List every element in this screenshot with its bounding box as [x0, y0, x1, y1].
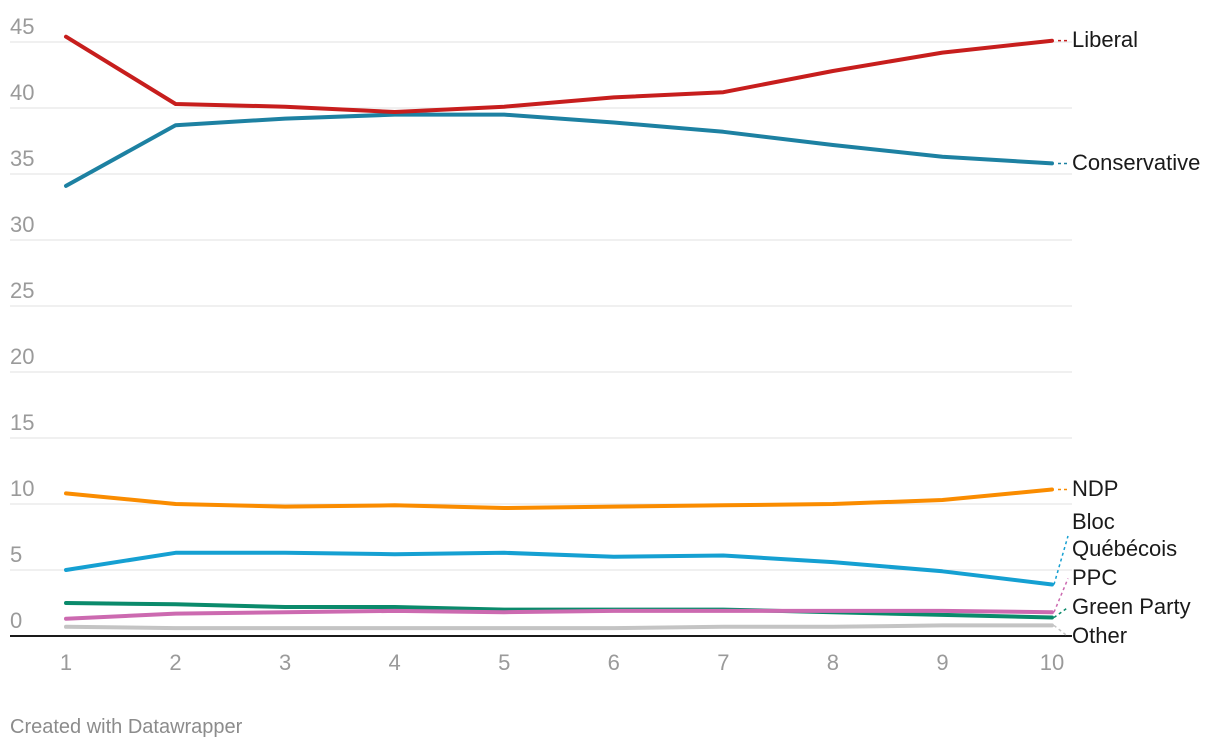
series-label-conservative: Conservative [1058, 150, 1200, 175]
series-label-text: PPC [1072, 565, 1117, 590]
series-label-text: Other [1072, 623, 1127, 648]
series-label-text: Bloc [1072, 509, 1115, 534]
series-line-conservative [64, 112, 1054, 188]
y-tick-label: 20 [10, 344, 34, 369]
y-tick-label: 0 [10, 608, 22, 633]
series-label-text: Liberal [1072, 27, 1138, 52]
series-line-other [64, 623, 1054, 631]
series-label-other: Other [1053, 623, 1127, 648]
label-connector [1053, 535, 1069, 585]
x-tick-label: 4 [389, 650, 401, 675]
series-line-bloc-qu-b-cois [64, 550, 1054, 587]
series-line-liberal [64, 34, 1054, 114]
series-label-liberal: Liberal [1058, 27, 1138, 52]
y-tick-label: 40 [10, 80, 34, 105]
y-tick-label: 35 [10, 146, 34, 171]
series-labels: LiberalConservativeNDPBlocQuébécoisPPCGr… [1053, 27, 1200, 648]
footer-credit: Created with Datawrapper [10, 716, 243, 738]
x-tick-label: 9 [936, 650, 948, 675]
x-tick-label: 8 [827, 650, 839, 675]
y-axis-ticks: 0 5 10 15 20 25 30 35 40 45 [10, 14, 34, 633]
x-tick-label: 7 [717, 650, 729, 675]
series-line-ndp [64, 487, 1054, 510]
series-line-ppc [64, 608, 1054, 621]
series-label-text: Green Party [1072, 594, 1191, 619]
label-connector [1053, 578, 1069, 613]
y-tick-label: 15 [10, 410, 34, 435]
series-lines [64, 34, 1054, 631]
x-tick-label: 3 [279, 650, 291, 675]
y-tick-label: 10 [10, 476, 34, 501]
series-label-green-party: Green Party [1053, 594, 1191, 619]
x-tick-label: 10 [1040, 650, 1064, 675]
y-tick-label: 5 [10, 542, 22, 567]
series-label-text: Québécois [1072, 536, 1177, 561]
x-tick-label: 2 [169, 650, 181, 675]
y-tick-label: 30 [10, 212, 34, 237]
y-tick-label: 45 [10, 14, 34, 39]
x-axis-ticks: 1 2 3 4 5 6 7 8 9 10 [60, 650, 1064, 675]
x-tick-label: 5 [498, 650, 510, 675]
label-connector [1053, 606, 1069, 619]
series-label-text: Conservative [1072, 150, 1200, 175]
label-connector [1053, 624, 1069, 638]
x-tick-label: 6 [608, 650, 620, 675]
series-label-ppc: PPC [1053, 565, 1117, 613]
grid [10, 41, 1072, 637]
series-label-text: NDP [1072, 476, 1118, 501]
x-tick-label: 1 [60, 650, 72, 675]
series-label-ndp: NDP [1058, 476, 1118, 501]
y-tick-label: 25 [10, 278, 34, 303]
